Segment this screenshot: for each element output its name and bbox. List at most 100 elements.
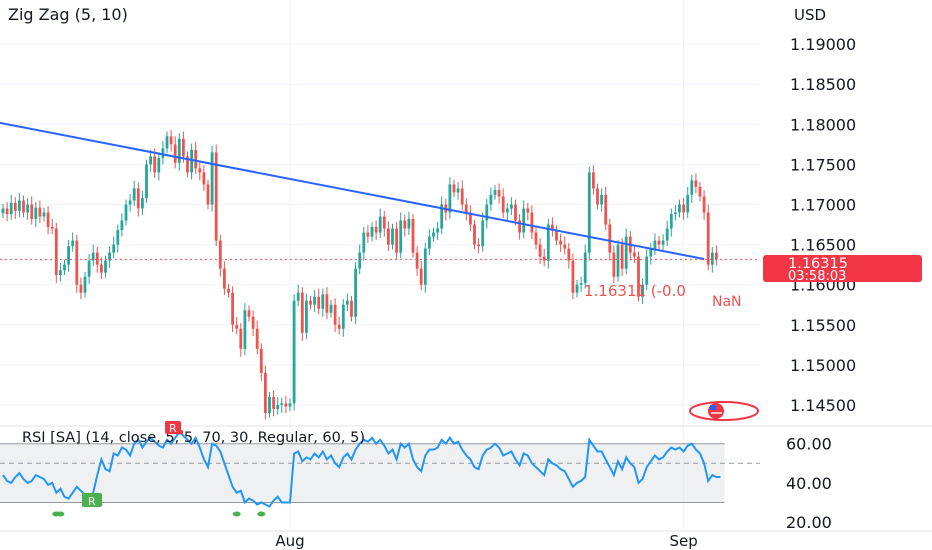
candle-body bbox=[608, 224, 612, 253]
candle-body bbox=[706, 212, 710, 265]
candle-body bbox=[239, 328, 243, 349]
candle-body bbox=[469, 212, 472, 225]
candle-body bbox=[165, 136, 169, 149]
candle-body bbox=[710, 252, 714, 265]
candle-body bbox=[464, 204, 468, 213]
candle-body bbox=[407, 218, 411, 229]
rsi-marker-bottom[interactable]: R bbox=[82, 493, 102, 508]
currency-label[interactable]: USD bbox=[794, 6, 826, 24]
candle-body bbox=[120, 220, 124, 231]
rsi-pivot-dot bbox=[257, 511, 266, 517]
candle-body bbox=[54, 228, 58, 276]
candle-body bbox=[456, 188, 460, 193]
price-tick-label: 1.17500 bbox=[790, 155, 856, 174]
candle-body bbox=[95, 252, 99, 265]
candle-body bbox=[259, 348, 263, 373]
candle-body bbox=[387, 228, 390, 245]
candle-body bbox=[592, 172, 595, 189]
price-badge: 1.16315 03:58:03 bbox=[763, 255, 922, 284]
candle-body bbox=[296, 292, 300, 301]
candle-body bbox=[587, 172, 591, 253]
candle-body bbox=[395, 228, 398, 253]
candle-body bbox=[210, 152, 214, 205]
rsi-axis[interactable]: 20.00 40.00 60.00 bbox=[786, 435, 832, 532]
candle-body bbox=[620, 244, 624, 269]
candle-body bbox=[374, 226, 378, 233]
candle-body bbox=[415, 252, 419, 269]
candle-body bbox=[132, 188, 136, 201]
candle-body bbox=[337, 324, 341, 329]
candle-body bbox=[641, 284, 644, 297]
candle-body bbox=[255, 328, 259, 349]
indicator-title[interactable]: Zig Zag (5, 10) bbox=[8, 5, 128, 24]
rsi-tick-label: 20.00 bbox=[786, 513, 832, 532]
candle-body bbox=[526, 208, 530, 213]
candle-body bbox=[38, 207, 42, 217]
candle-body bbox=[42, 212, 46, 217]
price-tick-label: 1.17000 bbox=[790, 195, 856, 214]
candle-body bbox=[87, 260, 91, 277]
candle-body bbox=[489, 194, 493, 205]
time-axis[interactable]: Aug Sep bbox=[0, 530, 932, 550]
rsi-tick-label: 40.00 bbox=[786, 474, 832, 493]
candle-body bbox=[71, 240, 75, 247]
rsi-marker-bottom-box bbox=[82, 493, 102, 507]
candle-body bbox=[530, 212, 534, 233]
candle-body bbox=[428, 236, 431, 249]
candle-body bbox=[112, 244, 116, 253]
candle-body bbox=[382, 216, 386, 229]
candle-body bbox=[403, 220, 407, 229]
candle-body bbox=[534, 232, 538, 245]
candle-body bbox=[231, 292, 234, 325]
candle-body bbox=[715, 252, 718, 260]
candle-body bbox=[686, 194, 690, 213]
candle-body bbox=[612, 252, 616, 277]
candle-body bbox=[637, 256, 640, 297]
candle-body bbox=[59, 270, 62, 276]
candle-body bbox=[350, 300, 353, 317]
price-axis[interactable]: 1.145001.150001.155001.160001.165001.170… bbox=[790, 35, 856, 415]
candle-body bbox=[1, 208, 5, 214]
rsi-marker-top[interactable]: R bbox=[165, 421, 181, 435]
candle-body bbox=[173, 144, 177, 163]
candle-body bbox=[518, 220, 521, 233]
candle-body bbox=[460, 188, 464, 205]
trendline[interactable] bbox=[0, 121, 705, 260]
candle-body bbox=[145, 164, 148, 199]
candle-body bbox=[432, 232, 435, 237]
candle-body bbox=[391, 228, 394, 245]
candle-body bbox=[18, 200, 21, 211]
candle-body bbox=[157, 157, 161, 173]
candle-body bbox=[682, 204, 685, 213]
candle-body bbox=[411, 218, 415, 253]
rsi-pivot-dot bbox=[232, 511, 241, 517]
candle-body bbox=[649, 248, 653, 257]
candle-body bbox=[280, 403, 284, 405]
candle-body bbox=[169, 136, 173, 145]
rsi-title[interactable]: RSI [SA] (14, close, 5, 5, 70, 30, Regul… bbox=[22, 430, 365, 446]
us-flag-icon[interactable] bbox=[689, 401, 759, 421]
candle-body bbox=[440, 204, 444, 229]
candle-body bbox=[559, 240, 562, 245]
price-tick-label: 1.18000 bbox=[790, 115, 856, 134]
candle-body bbox=[223, 268, 226, 289]
zigzag-price-label: 1.16311 (-0.0 bbox=[584, 282, 686, 300]
candle-body bbox=[645, 256, 649, 285]
price-tick-label: 1.18500 bbox=[790, 75, 856, 94]
candle-body bbox=[141, 198, 144, 209]
rsi-pivot-dot bbox=[56, 511, 65, 517]
candle-body bbox=[657, 240, 661, 245]
candle-body bbox=[653, 240, 657, 249]
candle-body bbox=[124, 204, 128, 221]
candle-body bbox=[5, 208, 9, 215]
candle-body bbox=[329, 304, 333, 313]
candle-body bbox=[485, 204, 489, 221]
candle-body bbox=[522, 208, 526, 233]
candle-body bbox=[358, 252, 362, 269]
candle-body bbox=[317, 296, 321, 309]
candle-body bbox=[674, 212, 677, 215]
candle-body bbox=[313, 296, 316, 305]
candle-body bbox=[551, 224, 554, 231]
candle-body bbox=[161, 148, 165, 158]
